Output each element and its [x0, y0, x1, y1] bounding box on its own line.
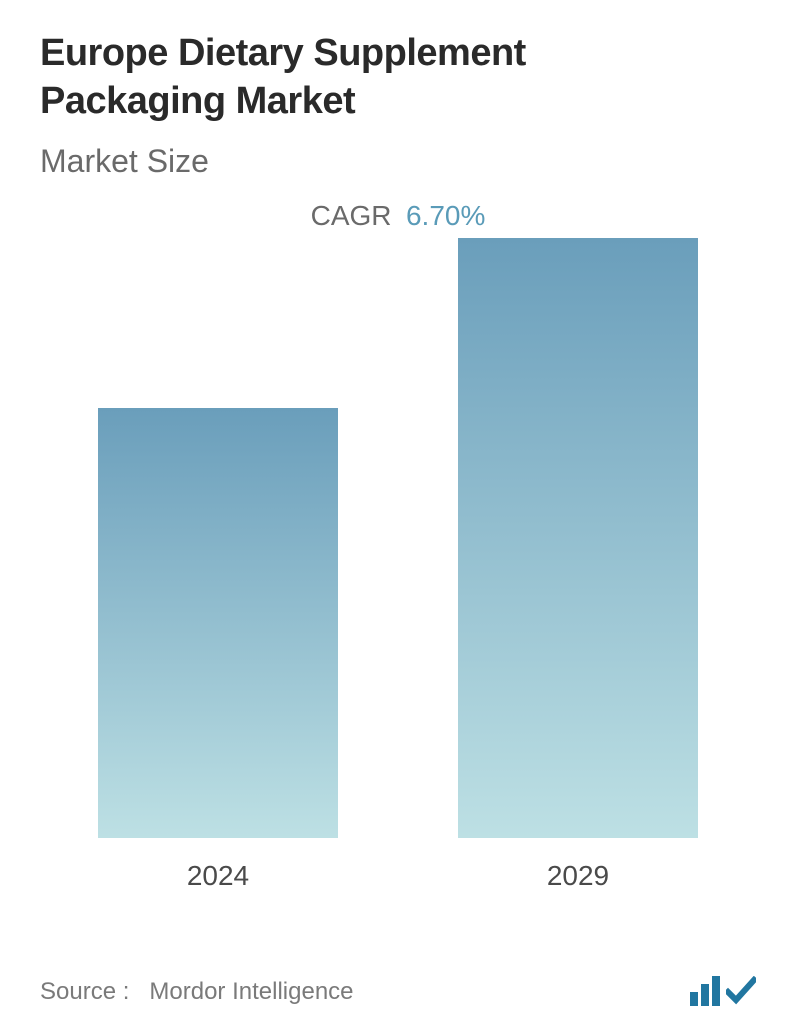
logo-bars-icon	[690, 976, 720, 1006]
bar-label-1: 2029	[547, 860, 609, 892]
bar-1	[458, 238, 698, 838]
title-line-1: Europe Dietary Supplement	[40, 32, 526, 74]
chart-title: Europe Dietary Supplement Packaging Mark…	[40, 30, 756, 125]
header-block: Europe Dietary Supplement Packaging Mark…	[40, 30, 756, 180]
mordor-logo	[690, 976, 756, 1006]
bar-group-1: 2029	[458, 238, 698, 892]
source-attribution: Source : Mordor Intelligence	[40, 978, 354, 1006]
bar-label-0: 2024	[187, 860, 249, 892]
cagr-label: CAGR	[311, 200, 392, 231]
source-name: Mordor Intelligence	[149, 978, 353, 1005]
bar-0	[98, 408, 338, 838]
cagr-row: CAGR 6.70%	[40, 200, 756, 232]
chart-subtitle: Market Size	[40, 143, 756, 180]
cagr-value: 6.70%	[406, 200, 485, 231]
footer: Source : Mordor Intelligence	[40, 976, 756, 1006]
bar-group-0: 2024	[98, 408, 338, 892]
logo-check-icon	[726, 976, 756, 1006]
bar-chart: 2024 2029	[40, 272, 756, 892]
source-label: Source :	[40, 978, 129, 1005]
title-line-2: Packaging Market	[40, 80, 355, 122]
